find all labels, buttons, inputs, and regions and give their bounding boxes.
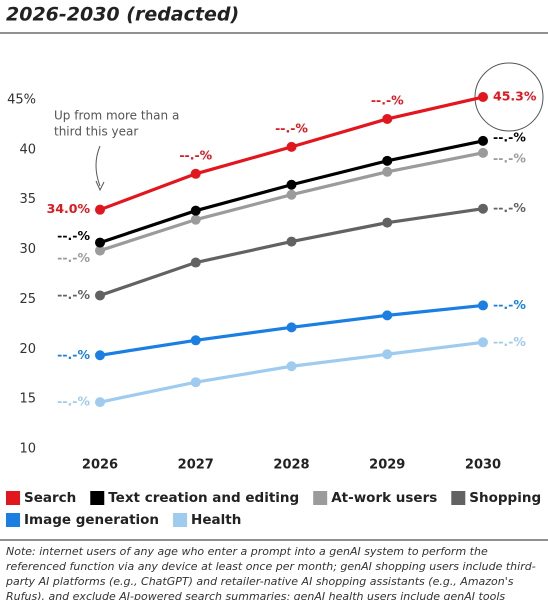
legend-label: At-work users (331, 490, 437, 506)
legend-swatch (313, 491, 328, 505)
series-line (99, 151, 484, 253)
point (95, 350, 105, 361)
data-label: --.-% (493, 200, 526, 215)
y-tick-label: 35 (19, 192, 36, 207)
annotation-arrowhead (95, 180, 105, 192)
point (190, 335, 201, 346)
point (478, 300, 488, 311)
data-label: --.-% (57, 250, 90, 265)
y-tick-label: 10 (19, 442, 36, 457)
point (190, 214, 201, 225)
point (286, 189, 297, 200)
point (286, 236, 297, 247)
note: Note: internet users of any age who ente… (6, 545, 536, 600)
legend-label: Text creation and editing (108, 490, 299, 506)
point (382, 310, 393, 321)
point (95, 204, 105, 215)
point (95, 397, 105, 408)
legend-label: Image generation (24, 512, 159, 528)
series-line (99, 340, 484, 404)
point (478, 337, 488, 348)
data-label: --.-% (57, 347, 90, 362)
y-tick-label: 20 (19, 342, 36, 357)
series-line (99, 207, 484, 297)
annotation: third this year (54, 125, 138, 139)
y-tick-label: 15 (19, 392, 36, 407)
data-label: --.-% (493, 334, 526, 349)
y-tick-label: 45% (7, 93, 36, 108)
data-label: --.-% (57, 228, 90, 243)
point (190, 205, 201, 216)
data-label: --.-% (493, 297, 526, 312)
point (190, 257, 201, 268)
x-tick-label: 2029 (369, 458, 405, 473)
point (478, 92, 488, 103)
annotation-arrow (95, 145, 101, 187)
point (382, 113, 393, 124)
point (286, 322, 297, 333)
legend-label: Shopping (469, 490, 541, 506)
legend-label: Health (191, 512, 241, 528)
legend-swatch (6, 491, 20, 505)
point (382, 349, 393, 360)
data-label: --.-% (275, 120, 308, 135)
data-label: --.-% (371, 92, 404, 107)
legend-label: Search (24, 490, 76, 506)
legend-swatch (451, 491, 466, 505)
point (190, 168, 201, 179)
data-label: 34.0% (47, 201, 91, 216)
data-label: --.-% (493, 150, 526, 165)
y-tick-label: 30 (19, 242, 36, 257)
x-tick-label: 2030 (465, 458, 501, 473)
x-tick-label: 2028 (273, 458, 309, 473)
data-label: --.-% (57, 287, 90, 302)
point (478, 135, 488, 146)
highlight-circle (474, 62, 544, 132)
point (478, 203, 488, 214)
legend-swatch (90, 491, 105, 505)
point (95, 290, 105, 301)
point (382, 166, 393, 177)
legend-swatch (173, 513, 188, 527)
data-label: --.-% (57, 394, 90, 409)
data-label: --.-% (493, 129, 526, 144)
x-tick-label: 2026 (82, 458, 118, 473)
point (95, 245, 105, 256)
data-label: --.-% (179, 147, 212, 162)
point (95, 237, 105, 248)
data-label: 45.3% (493, 89, 537, 104)
point (382, 217, 393, 228)
legend-swatch (6, 513, 20, 527)
x-tick-label: 2027 (178, 458, 214, 473)
point (190, 377, 201, 388)
point (286, 141, 297, 152)
point (478, 147, 488, 158)
annotation: Up from more than a (54, 109, 179, 123)
y-tick-label: 25 (19, 292, 36, 307)
point (286, 361, 297, 372)
y-tick-label: 40 (19, 142, 36, 157)
point (382, 155, 393, 166)
chart-title: 2026-2030 (redacted) (6, 4, 239, 26)
point (286, 179, 297, 190)
